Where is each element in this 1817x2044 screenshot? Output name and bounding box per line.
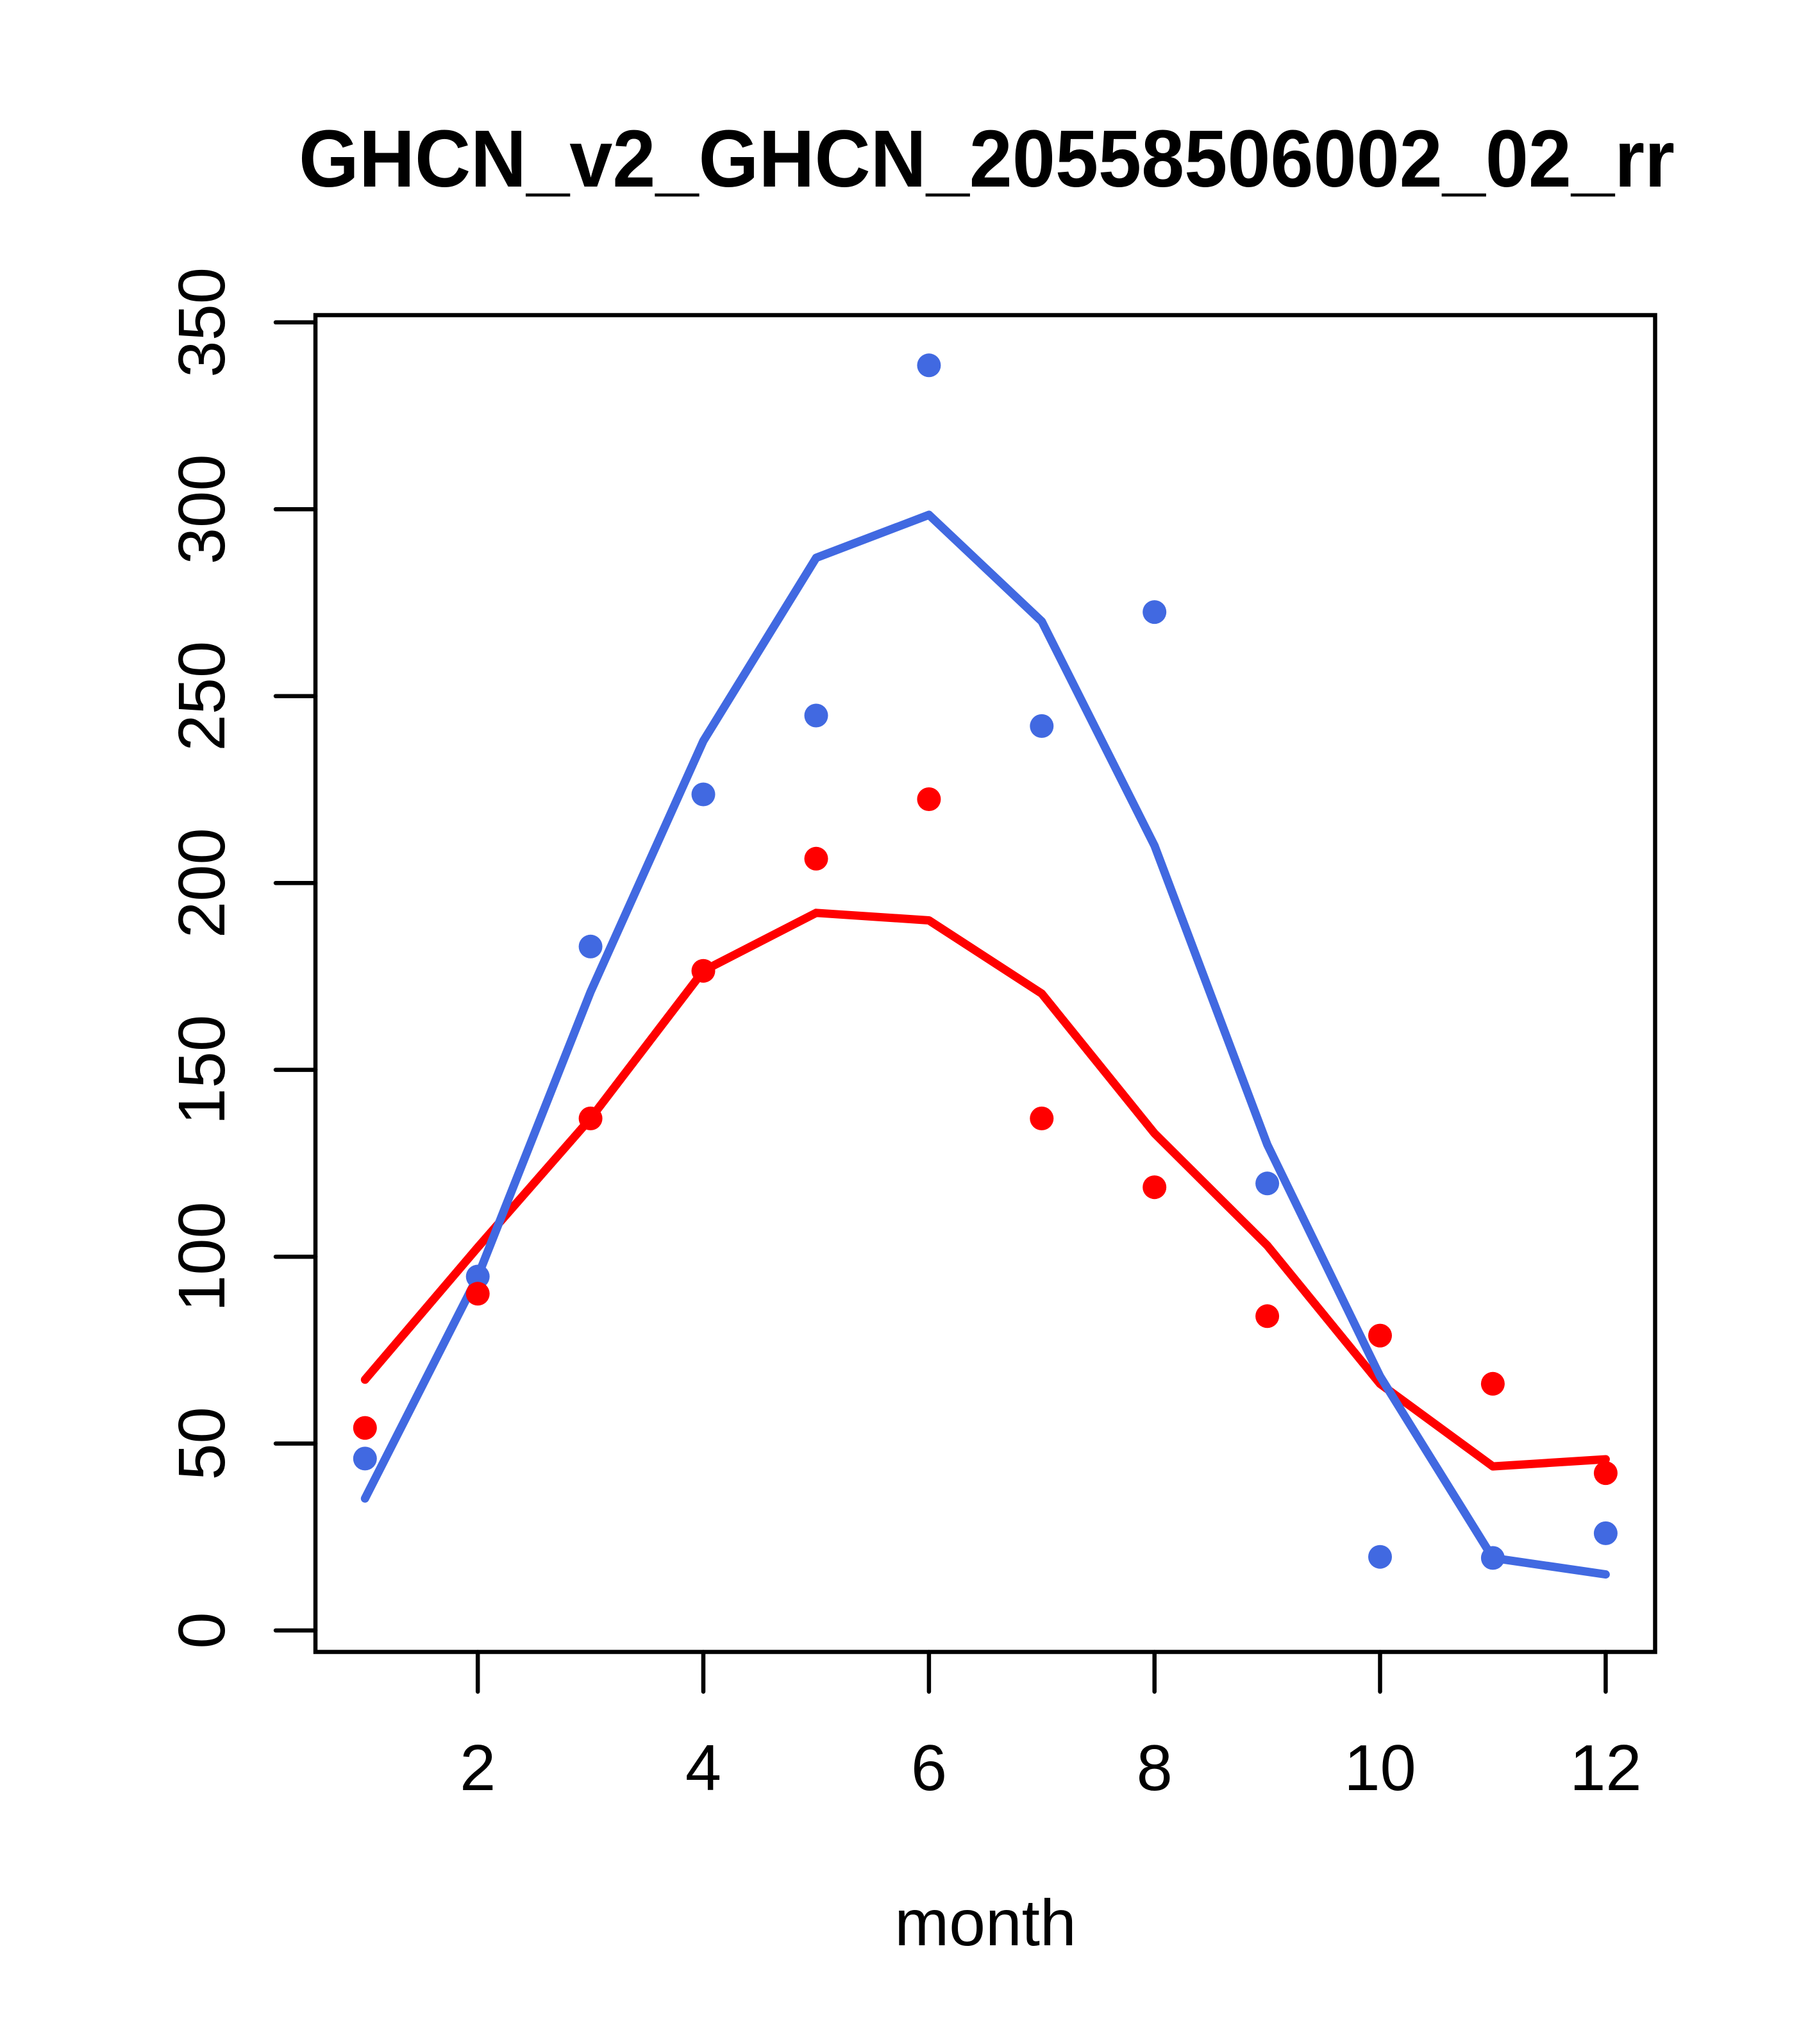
svg-text:50: 50 [165,1407,239,1480]
svg-text:200: 200 [165,828,239,938]
svg-text:10: 10 [1344,1732,1416,1804]
svg-text:8: 8 [1137,1732,1173,1804]
svg-text:250: 250 [165,641,239,751]
svg-text:300: 300 [165,454,239,564]
svg-text:month: month [894,1886,1076,1959]
svg-text:12: 12 [1570,1732,1641,1804]
svg-text:GHCN_v2_GHCN_20558506002_02_rr: GHCN_v2_GHCN_20558506002_02_rr [299,113,1675,204]
svg-text:0: 0 [165,1612,239,1648]
svg-text:4: 4 [685,1732,721,1804]
svg-text:6: 6 [911,1732,947,1804]
svg-text:350: 350 [165,267,239,378]
svg-text:100: 100 [165,1202,239,1312]
svg-text:2: 2 [460,1732,496,1804]
svg-text:150: 150 [165,1015,239,1125]
